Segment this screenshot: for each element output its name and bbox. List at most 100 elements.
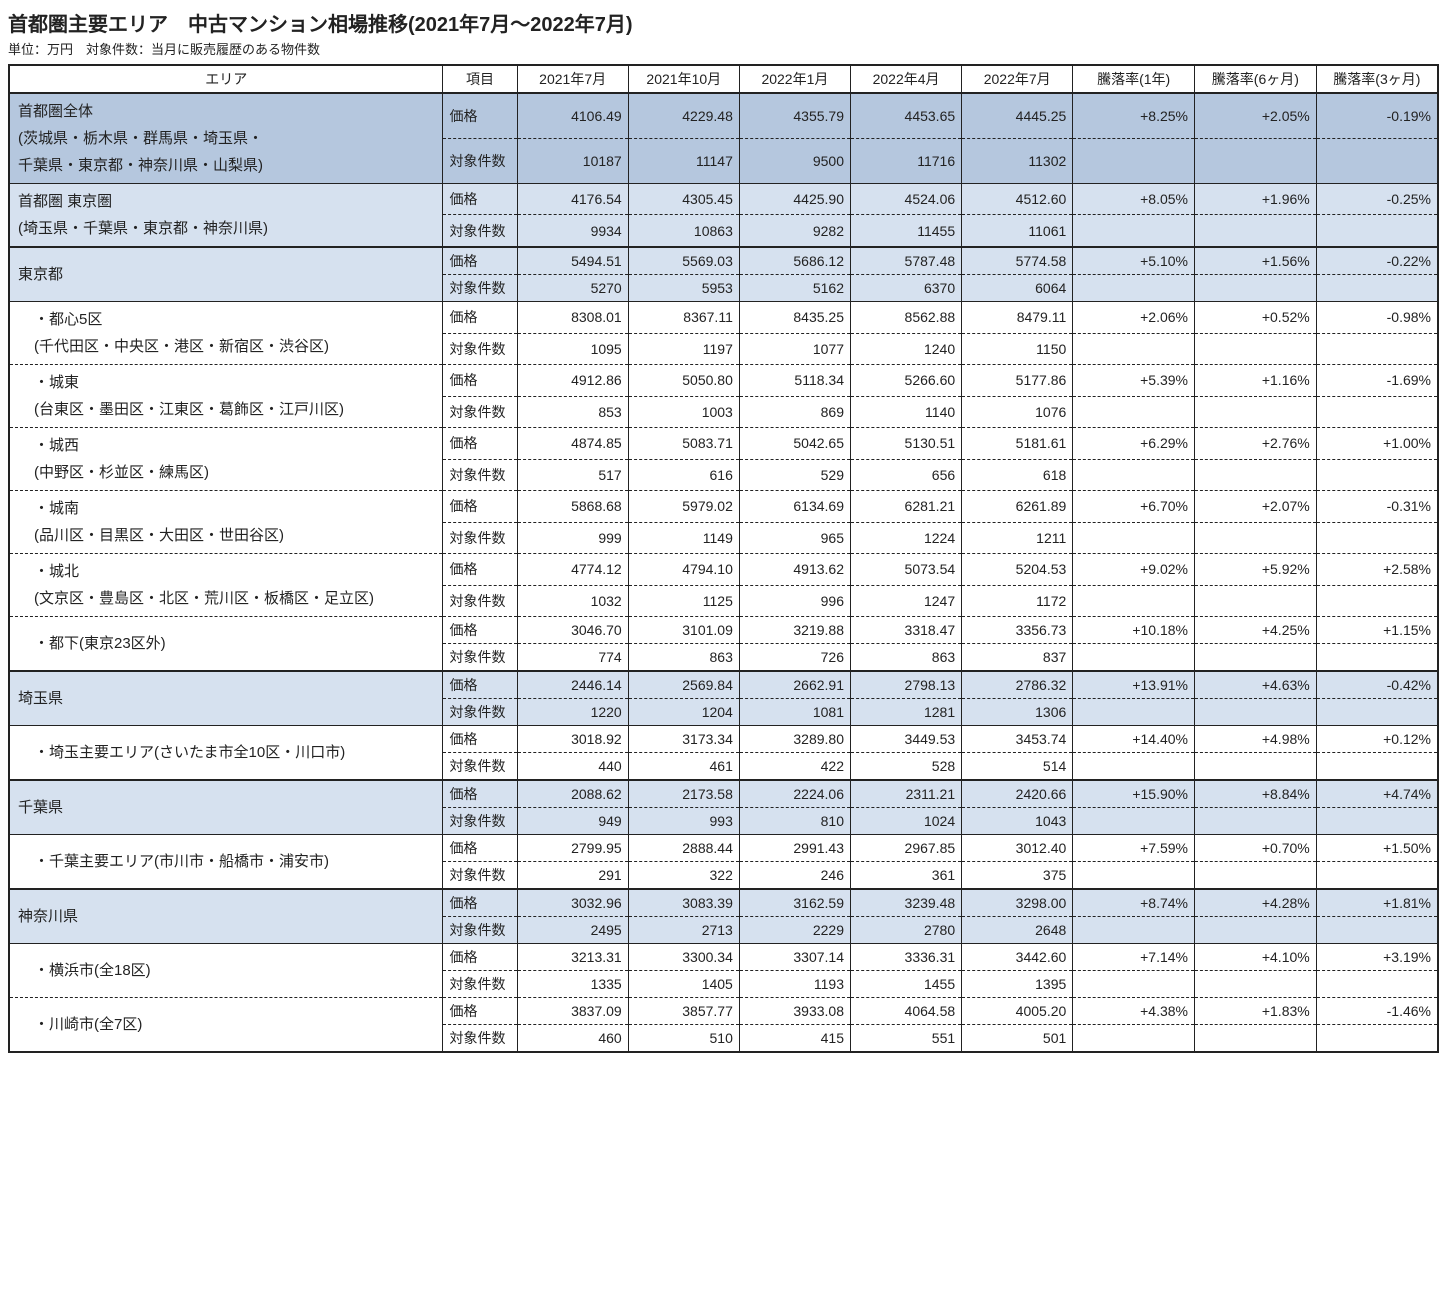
count-cell: 291 (517, 862, 628, 890)
count-cell: 415 (739, 1025, 850, 1053)
rate-cell: +7.14% (1073, 944, 1195, 971)
price-cell: 4176.54 (517, 184, 628, 215)
count-cell: 551 (851, 1025, 962, 1053)
price-cell: 6134.69 (739, 491, 850, 523)
count-cell: 1149 (628, 522, 739, 554)
count-cell: 322 (628, 862, 739, 890)
count-cell: 1095 (517, 333, 628, 365)
price-cell: 3307.14 (739, 944, 850, 971)
price-cell: 2173.58 (628, 780, 739, 808)
rate-cell: +15.90% (1073, 780, 1195, 808)
price-cell: 5118.34 (739, 365, 850, 397)
rate-cell: +1.00% (1316, 428, 1438, 460)
header-period: 2022年1月 (739, 65, 850, 93)
count-cell: 1024 (851, 808, 962, 835)
price-cell: 4229.48 (628, 93, 739, 139)
empty-cell (1316, 1025, 1438, 1053)
price-cell: 3300.34 (628, 944, 739, 971)
price-cell: 3298.00 (962, 889, 1073, 917)
count-cell: 9500 (739, 139, 850, 184)
count-cell: 422 (739, 753, 850, 781)
price-cell: 5686.12 (739, 247, 850, 275)
count-cell: 1335 (517, 971, 628, 998)
count-cell: 5270 (517, 275, 628, 302)
empty-cell (1316, 753, 1438, 781)
price-cell: 3933.08 (739, 998, 850, 1025)
metric-label: 対象件数 (443, 862, 517, 890)
table-row: ・横浜市(全18区)価格3213.313300.343307.143336.31… (9, 944, 1438, 971)
table-row: 東京都価格5494.515569.035686.125787.485774.58… (9, 247, 1438, 275)
price-cell: 5774.58 (962, 247, 1073, 275)
metric-label: 価格 (443, 365, 517, 397)
empty-cell (1316, 459, 1438, 491)
price-cell: 2224.06 (739, 780, 850, 808)
count-cell: 1172 (962, 585, 1073, 617)
rate-cell: +6.29% (1073, 428, 1195, 460)
area-cell: ・千葉主要エリア(市川市・船橋市・浦安市) (9, 835, 443, 890)
header-rate: 騰落率(6ヶ月) (1195, 65, 1317, 93)
metric-label: 対象件数 (443, 699, 517, 726)
metric-label: 価格 (443, 671, 517, 699)
rate-cell: +4.98% (1195, 726, 1317, 753)
count-cell: 1197 (628, 333, 739, 365)
rate-cell: -1.69% (1316, 365, 1438, 397)
price-cell: 3173.34 (628, 726, 739, 753)
count-cell: 965 (739, 522, 850, 554)
price-cell: 5130.51 (851, 428, 962, 460)
price-cell: 5083.71 (628, 428, 739, 460)
price-cell: 4305.45 (628, 184, 739, 215)
price-cell: 2888.44 (628, 835, 739, 862)
count-cell: 656 (851, 459, 962, 491)
area-cell: ・都下(東京23区外) (9, 617, 443, 672)
rate-cell: -0.98% (1316, 302, 1438, 334)
count-cell: 6370 (851, 275, 962, 302)
metric-label: 価格 (443, 780, 517, 808)
price-cell: 2991.43 (739, 835, 850, 862)
count-cell: 9934 (517, 215, 628, 247)
count-cell: 1003 (628, 396, 739, 428)
rate-cell: -0.22% (1316, 247, 1438, 275)
count-cell: 11716 (851, 139, 962, 184)
count-cell: 618 (962, 459, 1073, 491)
rate-cell: +2.07% (1195, 491, 1317, 523)
empty-cell (1195, 971, 1317, 998)
metric-label: 価格 (443, 998, 517, 1025)
count-cell: 616 (628, 459, 739, 491)
count-cell: 1077 (739, 333, 850, 365)
price-cell: 4355.79 (739, 93, 850, 139)
price-cell: 5868.68 (517, 491, 628, 523)
empty-cell (1073, 917, 1195, 944)
metric-label: 価格 (443, 428, 517, 460)
table-row: ・埼玉主要エリア(さいたま市全10区・川口市)価格3018.923173.343… (9, 726, 1438, 753)
empty-cell (1073, 1025, 1195, 1053)
price-cell: 3318.47 (851, 617, 962, 644)
metric-label: 価格 (443, 617, 517, 644)
rate-cell: +4.10% (1195, 944, 1317, 971)
price-cell: 5073.54 (851, 554, 962, 586)
rate-cell: +8.25% (1073, 93, 1195, 139)
rate-cell: +1.81% (1316, 889, 1438, 917)
header-period: 2021年7月 (517, 65, 628, 93)
header-row: エリア 項目 2021年7月 2021年10月 2022年1月 2022年4月 … (9, 65, 1438, 93)
rate-cell: -0.25% (1316, 184, 1438, 215)
header-item: 項目 (443, 65, 517, 93)
empty-cell (1195, 862, 1317, 890)
empty-cell (1316, 862, 1438, 890)
rate-cell: +1.96% (1195, 184, 1317, 215)
price-cell: 8367.11 (628, 302, 739, 334)
count-cell: 726 (739, 644, 850, 672)
price-table: エリア 項目 2021年7月 2021年10月 2022年1月 2022年4月 … (8, 64, 1439, 1053)
metric-label: 価格 (443, 184, 517, 215)
rate-cell: +13.91% (1073, 671, 1195, 699)
page-subtitle: 単位：万円 対象件数：当月に販売履歴のある物件数 (8, 39, 1439, 58)
count-cell: 461 (628, 753, 739, 781)
empty-cell (1073, 971, 1195, 998)
count-cell: 999 (517, 522, 628, 554)
count-cell: 1455 (851, 971, 962, 998)
count-cell: 2713 (628, 917, 739, 944)
rate-cell: +10.18% (1073, 617, 1195, 644)
metric-label: 対象件数 (443, 1025, 517, 1053)
area-cell: 首都圏全体(茨城県・栃木県・群馬県・埼玉県・千葉県・東京都・神奈川県・山梨県) (9, 93, 443, 184)
empty-cell (1316, 333, 1438, 365)
count-cell: 1032 (517, 585, 628, 617)
